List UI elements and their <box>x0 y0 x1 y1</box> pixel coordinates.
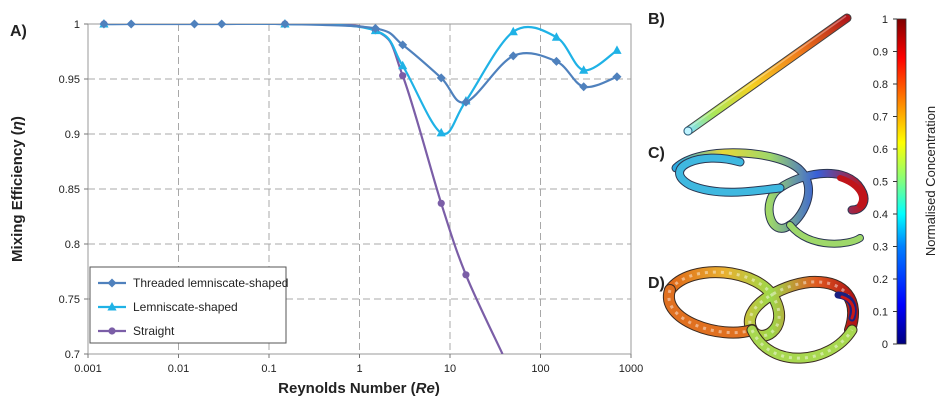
data-point-diamond <box>508 51 518 61</box>
colorbar-tick-label: 0.2 <box>873 274 888 286</box>
colorbar-tick-label: 0.5 <box>873 177 888 189</box>
data-point-triangle <box>551 32 562 41</box>
threaded-lemniscate-channel-render <box>662 266 860 364</box>
data-point-diamond <box>612 72 622 82</box>
x-tick-label: 1 <box>356 363 362 375</box>
legend-swatch-marker <box>107 302 117 311</box>
data-point-diamond <box>398 40 408 50</box>
x-tick-label: 10 <box>444 363 456 375</box>
data-point-diamond <box>370 23 380 33</box>
data-point-diamond <box>189 19 199 29</box>
data-point-diamond <box>99 19 109 29</box>
data-point-diamond <box>551 56 561 66</box>
data-point-triangle <box>612 45 622 54</box>
panel-label-b: B) <box>648 11 665 28</box>
colorbar-tick-label: 0.4 <box>873 209 888 221</box>
colorbar-tick-label: 0 <box>882 339 888 351</box>
data-point-circle <box>437 199 445 207</box>
colorbar-label: Normalised Concentration <box>923 106 938 256</box>
y-tick-label: 1 <box>74 19 80 31</box>
y-tick-label: 0.8 <box>65 239 80 251</box>
data-point-circle <box>399 72 407 80</box>
y-tick-label: 0.95 <box>59 74 80 86</box>
x-axis-label: Reynolds Number (Re) <box>278 380 440 397</box>
data-point-triangle <box>398 60 408 70</box>
data-point-diamond <box>579 82 589 92</box>
data-point-diamond <box>436 73 446 83</box>
colorbar-tick-label: 0.7 <box>873 112 888 124</box>
data-point-diamond <box>280 19 290 29</box>
panel-label-a: A) <box>10 23 27 40</box>
x-tick-label: 0.1 <box>261 363 276 375</box>
y-axis-ticks: 0.7 0.75 0.8 0.85 0.9 0.95 1 <box>59 19 88 361</box>
colorbar-tick-label: 0.1 <box>873 307 888 319</box>
colorbar-ticks: 0 0.1 0.2 0.3 0.4 0.5 0.6 0.7 0.8 0.9 1 <box>873 14 897 351</box>
colorbar-tick-label: 1 <box>882 14 888 26</box>
y-axis-label: Mixing Efficiency (η) <box>9 116 26 262</box>
x-tick-label: 100 <box>531 363 549 375</box>
legend-label: Threaded lemniscate-shaped <box>133 276 288 290</box>
y-tick-label: 0.7 <box>65 349 80 361</box>
legend-swatch-marker <box>107 278 117 288</box>
legend: Threaded lemniscate-shaped Lemniscate-sha… <box>89 266 288 344</box>
legend-swatch-marker <box>108 327 116 335</box>
legend-label: Lemniscate-shaped <box>133 300 238 314</box>
y-tick-label: 0.75 <box>59 294 80 306</box>
data-point-diamond <box>126 19 136 29</box>
data-point-triangle <box>508 26 518 36</box>
series-markers <box>99 19 622 279</box>
data-point-triangle <box>436 127 446 137</box>
x-axis-ticks: 0.001 0.01 0.1 1 10 100 1000 <box>74 354 643 375</box>
x-tick-label: 0.001 <box>74 363 102 375</box>
legend-label: Straight <box>133 324 175 338</box>
x-tick-label: 1000 <box>619 363 643 375</box>
data-point-diamond <box>217 19 227 29</box>
data-point-triangle <box>579 65 589 74</box>
y-tick-label: 0.9 <box>65 129 80 141</box>
data-point-diamond <box>461 97 471 107</box>
straight-channel-render <box>683 13 852 136</box>
panel-label-d: D) <box>648 275 665 292</box>
x-tick-label: 0.01 <box>168 363 189 375</box>
colorbar-tick-label: 0.8 <box>873 79 888 91</box>
colorbar-tick-label: 0.3 <box>873 242 888 254</box>
y-tick-label: 0.85 <box>59 184 80 196</box>
colorbar <box>896 18 907 345</box>
lemniscate-channel-render <box>671 148 869 248</box>
panel-label-c: C) <box>648 145 665 162</box>
data-point-circle <box>462 271 470 279</box>
colorbar-tick-label: 0.9 <box>873 47 888 59</box>
colorbar-tick-label: 0.6 <box>873 144 888 156</box>
